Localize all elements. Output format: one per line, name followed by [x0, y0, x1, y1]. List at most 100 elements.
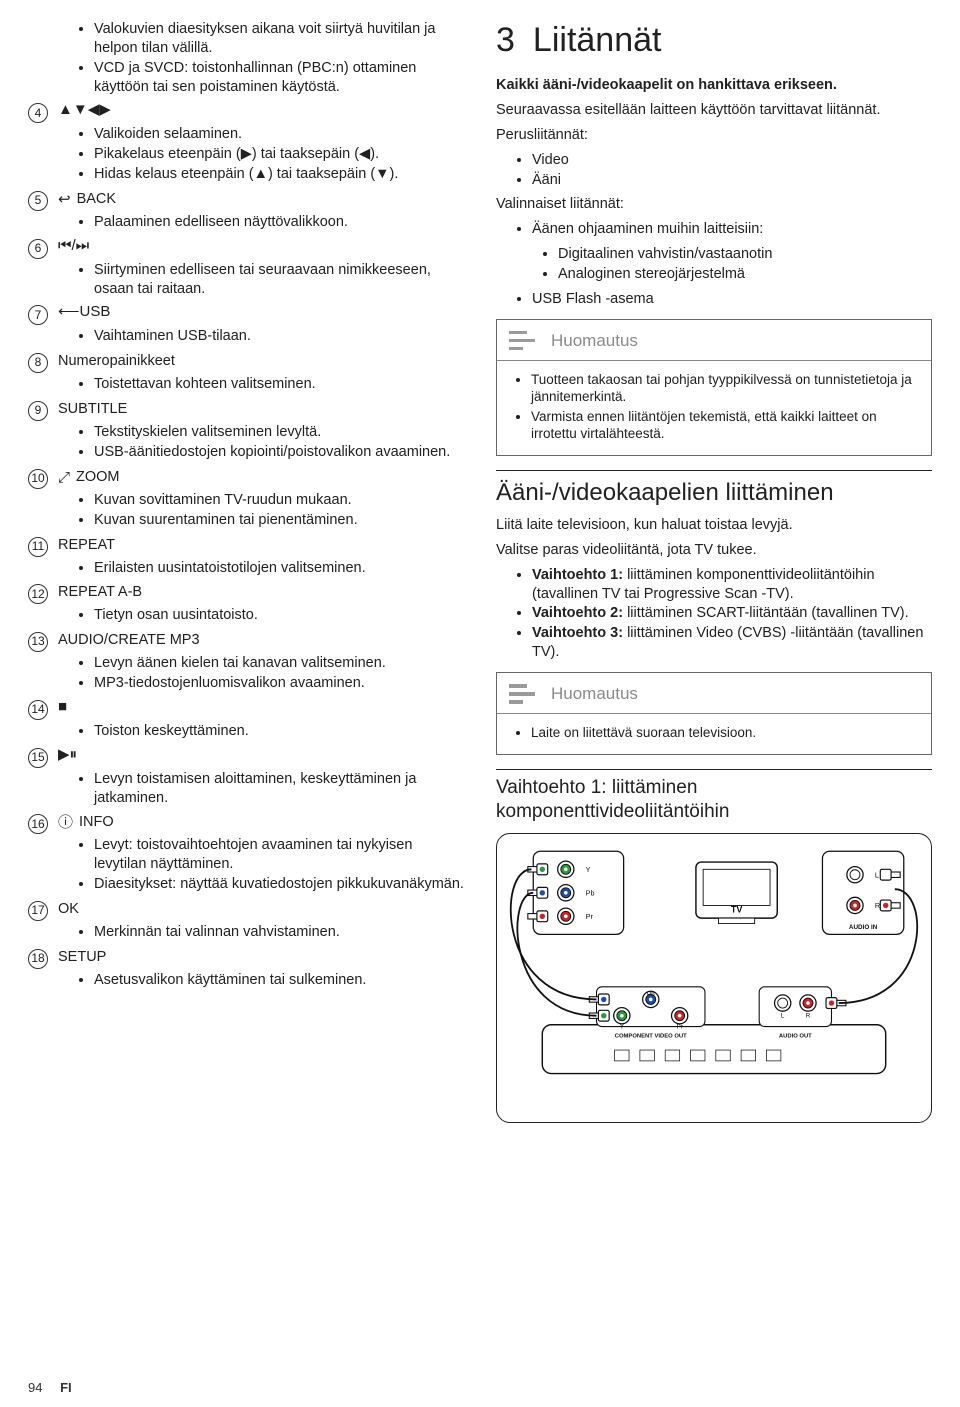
list-item: Varmista ennen liitäntöjen tekemistä, et…	[531, 408, 919, 443]
number-badge: 13	[28, 632, 48, 652]
number-badge: 11	[28, 537, 48, 557]
page-lang: FI	[60, 1380, 72, 1395]
remote-button-entry: 12 REPEAT A-B	[28, 583, 468, 604]
page-footer: 94 FI	[28, 1380, 72, 1397]
button-desc-list: Levyn toistamisen aloittaminen, keskeytt…	[28, 770, 468, 808]
perus-heading: Perusliitännät:	[496, 126, 932, 145]
svg-text:COMPONENT VIDEO OUT: COMPONENT VIDEO OUT	[615, 1033, 687, 1039]
svg-text:AUDIO OUT: AUDIO OUT	[779, 1033, 812, 1039]
button-desc-list: Vaihtaminen USB-tilaan.	[28, 327, 468, 346]
page-number: 94	[28, 1380, 42, 1395]
list-item: USB Flash -asema	[532, 290, 932, 309]
svg-text:L: L	[875, 870, 879, 879]
svg-text:Pb: Pb	[586, 889, 595, 898]
svg-text:Pr: Pr	[586, 912, 594, 921]
note-icon	[509, 684, 537, 704]
button-desc-list: Merkinnän tai valinnan vahvistaminen.	[28, 923, 468, 942]
number-badge: 15	[28, 748, 48, 768]
list-item: Kuvan sovittaminen TV-ruudun mukaan.	[94, 491, 468, 510]
button-symbol: ⏮/⏭	[58, 238, 89, 253]
button-desc-list: Levyt: toistovaihtoehtojen avaaminen tai…	[28, 836, 468, 894]
button-desc-list: Toiston keskeyttäminen.	[28, 722, 468, 741]
list-item: Digitaalinen vahvistin/vastaanotin	[558, 245, 932, 264]
svg-text:TV: TV	[731, 905, 743, 915]
note1-list: Tuotteen takaosan tai pohjan tyyppikilve…	[509, 371, 919, 443]
button-symbol: ⓘ	[58, 815, 73, 830]
intro-para: Seuraavassa esitellään laitteen käyttöön…	[496, 101, 932, 120]
list-item: Merkinnän tai valinnan vahvistaminen.	[94, 923, 468, 942]
list-item: Palaaminen edelliseen näyttövalikkoon.	[94, 213, 468, 232]
button-symbol: ▶⏸	[58, 747, 77, 762]
list-item: Siirtyminen edelliseen tai seuraavaan ni…	[94, 261, 468, 299]
valinn-heading: Valinnaiset liitännät:	[496, 195, 932, 214]
remote-button-entry: 6 ⏮/⏭	[28, 238, 468, 259]
number-badge: 14	[28, 700, 48, 720]
right-column: 3Liitännät Kaikki ääni-/videokaapelit on…	[496, 18, 932, 1123]
button-label: Numeropainikkeet	[58, 352, 175, 371]
number-badge: 10	[28, 469, 48, 489]
valinn-sublist: Digitaalinen vahvistin/vastaanotinAnalog…	[496, 245, 932, 284]
list-item: Diaesitykset: näyttää kuvatiedostojen pi…	[94, 875, 468, 894]
valinn-list: Äänen ohjaaminen muihin laitteisiin:	[496, 220, 932, 239]
list-item: Pikakelaus eteenpäin (▶) tai taaksepäin …	[94, 145, 468, 164]
remote-button-entry: 5↩BACK	[28, 190, 468, 211]
button-desc-list: Levyn äänen kielen tai kanavan valitsemi…	[28, 654, 468, 693]
button-desc-list: Asetusvalikon käyttäminen tai sulkeminen…	[28, 971, 468, 990]
note-box: Huomautus Laite on liitettävä suoraan te…	[496, 672, 932, 755]
options-list: Vaihtoehto 1: liittäminen komponenttivid…	[496, 566, 932, 662]
button-label: AUDIO/CREATE MP3	[58, 631, 200, 650]
list-item: Toiston keskeyttäminen.	[94, 722, 468, 741]
button-desc-list: Tekstityskielen valitseminen levyltä.USB…	[28, 423, 468, 462]
list-item: Vaihtoehto 3: liittäminen Video (CVBS) -…	[532, 624, 932, 662]
button-desc-list: Palaaminen edelliseen näyttövalikkoon.	[28, 213, 468, 232]
button-label: SUBTITLE	[58, 400, 127, 419]
number-badge: 6	[28, 239, 48, 259]
button-symbol: ↩	[58, 192, 71, 207]
list-item: Vaihtaminen USB-tilaan.	[94, 327, 468, 346]
number-badge: 18	[28, 949, 48, 969]
number-badge: 4	[28, 103, 48, 123]
list-item: Laite on liitettävä suoraan televisioon.	[531, 724, 919, 742]
number-badge: 12	[28, 584, 48, 604]
list-item: VCD ja SVCD: toistonhallinnan (PBC:n) ot…	[94, 59, 468, 97]
button-desc-list: Toistettavan kohteen valitseminen.	[28, 375, 468, 394]
svg-text:R: R	[875, 901, 880, 910]
remote-button-entry: 7⟵USB	[28, 304, 468, 325]
number-badge: 8	[28, 353, 48, 373]
number-badge: 9	[28, 401, 48, 421]
perus-list: VideoÄäni	[496, 151, 932, 190]
svg-text:AUDIO IN: AUDIO IN	[849, 924, 878, 931]
remote-button-entry: 18 SETUP	[28, 948, 468, 969]
button-label: SETUP	[58, 948, 106, 967]
list-item: Tietyn osan uusintatoisto.	[94, 606, 468, 625]
remote-button-entry: 9 SUBTITLE	[28, 400, 468, 421]
list-item: Hidas kelaus eteenpäin (▲) tai taaksepäi…	[94, 165, 468, 184]
intro-bold: Kaikki ääni-/videokaapelit on hankittava…	[496, 76, 932, 95]
svg-text:R: R	[806, 1013, 811, 1020]
section-heading: 3Liitännät	[496, 18, 932, 62]
remote-button-entry: 15 ▶⏸	[28, 747, 468, 768]
list-item: Kuvan suurentaminen tai pienentäminen.	[94, 511, 468, 530]
list-item: Video	[532, 151, 932, 170]
list-item: Ääni	[532, 171, 932, 190]
number-badge: 16	[28, 814, 48, 834]
h2-p1: Liitä laite televisioon, kun haluat tois…	[496, 516, 932, 535]
list-item: Vaihtoehto 1: liittäminen komponenttivid…	[532, 566, 932, 604]
valinn-after: USB Flash -asema	[496, 290, 932, 309]
button-desc-list: Valikoiden selaaminen.Pikakelaus eteenpä…	[28, 125, 468, 184]
button-label: BACK	[77, 190, 117, 209]
list-item: Toistettavan kohteen valitseminen.	[94, 375, 468, 394]
button-desc-list: Erilaisten uusintatoistotilojen valitsem…	[28, 559, 468, 578]
button-label: REPEAT A-B	[58, 583, 142, 602]
subheading-cables: Ääni-/videokaapelien liittäminen	[496, 477, 932, 508]
button-label: ZOOM	[76, 468, 120, 487]
remote-button-entry: 14■	[28, 699, 468, 720]
number-badge: 17	[28, 901, 48, 921]
list-item: Asetusvalikon käyttäminen tai sulkeminen…	[94, 971, 468, 990]
left-column: Valokuvien diaesityksen aikana voit siir…	[28, 18, 468, 1123]
list-item: MP3-tiedostojenluomisvalikon avaaminen.	[94, 674, 468, 693]
list-item: Valokuvien diaesityksen aikana voit siir…	[94, 20, 468, 58]
list-item: Erilaisten uusintatoistotilojen valitsem…	[94, 559, 468, 578]
remote-button-entry: 17OK	[28, 900, 468, 921]
button-label: REPEAT	[58, 536, 115, 555]
